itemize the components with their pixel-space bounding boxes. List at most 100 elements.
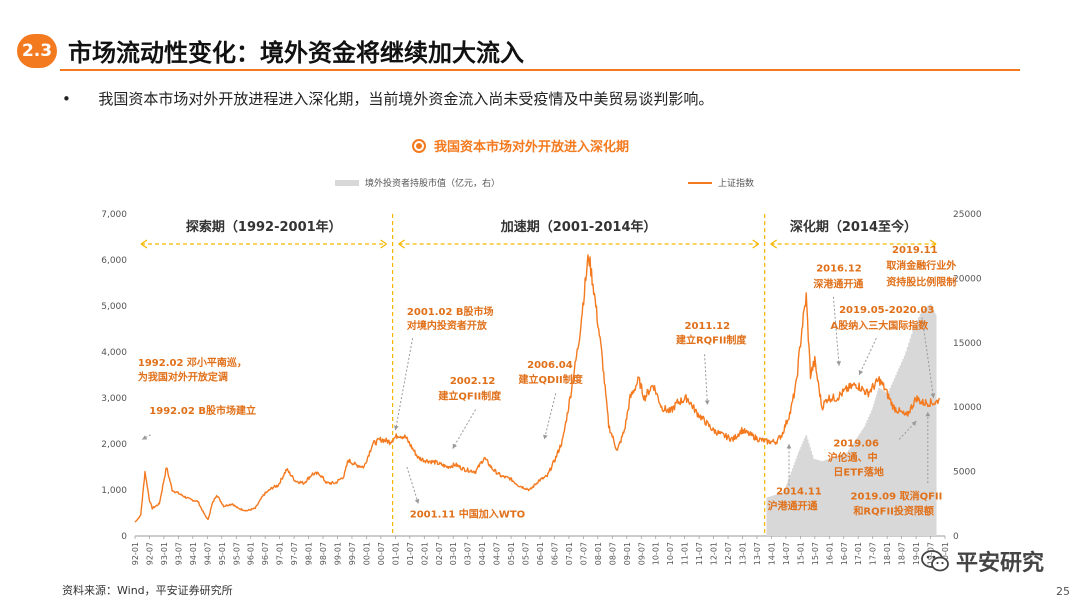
annotation-label: 2016.12 — [816, 264, 862, 275]
period-label: 加速期（2001-2014年） — [500, 219, 657, 235]
holding-bar — [905, 351, 908, 536]
x-tick-label: 99-01 — [334, 542, 343, 565]
left-tick-label: 7,000 — [101, 210, 127, 220]
left-tick-label: 3,000 — [101, 394, 127, 404]
watermark: 平安研究 — [920, 545, 1044, 577]
x-tick-label: 15-07 — [811, 542, 820, 565]
holding-bar — [776, 494, 779, 536]
annotation-label: 2006.04 — [527, 360, 573, 371]
x-tick-label: 01-07 — [406, 542, 415, 565]
annotation-label: 建立QFII制度 — [437, 389, 502, 402]
annotation-label: 2019.06 — [833, 438, 879, 449]
holding-bar — [770, 496, 773, 536]
annotation-label: A股纳入三大国际指数 — [831, 319, 930, 332]
annotation-label: 建立QDII制度 — [518, 373, 584, 386]
annotation-arrowhead — [836, 361, 842, 366]
annotation-label: 深港通开通 — [813, 278, 863, 291]
annotation-arrow — [406, 466, 419, 504]
legend-item-line: 上证指数 — [688, 176, 754, 189]
x-tick-label: 00-01 — [362, 542, 371, 565]
annotation-arrow — [858, 337, 877, 376]
holding-bar — [835, 457, 838, 536]
holding-bar — [923, 308, 927, 536]
legend-swatch-bars — [335, 179, 359, 186]
holding-bar — [912, 329, 915, 536]
holding-bar — [896, 371, 899, 536]
annotation-label: 取消金融行业外 — [886, 259, 956, 272]
holding-bar — [830, 458, 834, 536]
source-note: 资料来源：Wind，平安证券研究所 — [62, 584, 233, 597]
holding-bar — [855, 439, 858, 536]
annotation-label: 2001.11 中国加入WTO — [410, 508, 525, 521]
holding-bar — [773, 495, 776, 536]
holding-bar — [865, 423, 868, 536]
x-tick-label: 19-01 — [912, 542, 921, 565]
axes-layer: 0 1,000 2,000 3,000 4,000 5,000 6,000 7,000 0 500… — [101, 210, 982, 565]
holding-bar — [840, 454, 844, 536]
annotation-label: 日ETF落地 — [833, 466, 883, 479]
holding-bar — [794, 461, 797, 536]
annotation-label: 2019.11 — [892, 245, 938, 256]
holding-bar — [880, 390, 884, 536]
left-tick-label: 1,000 — [101, 486, 127, 496]
holding-bar — [795, 458, 798, 536]
annotation-label: 资持股比例限制 — [886, 275, 956, 288]
x-tick-label: 95-07 — [232, 542, 241, 565]
holding-bar — [921, 310, 924, 536]
right-tick-label: 25000 — [953, 210, 982, 220]
x-tick-label: 13-07 — [753, 542, 762, 565]
right-tick-label: 5000 — [953, 468, 976, 478]
holding-bar — [819, 460, 822, 536]
x-tick-label: 18-07 — [898, 542, 907, 565]
holding-bar — [803, 438, 807, 536]
annotation-arrowhead — [414, 498, 420, 504]
x-tick-label: 11-07 — [695, 542, 704, 565]
annotation-arrowhead — [925, 411, 931, 417]
annotation-label: 沪港通开通 — [768, 499, 818, 512]
x-tick-label: 16-01 — [825, 542, 834, 565]
x-tick-label: 04-07 — [493, 542, 502, 565]
holding-bar — [790, 471, 793, 536]
x-tick-label: 03-07 — [464, 542, 473, 565]
holding-bar — [815, 459, 818, 536]
left-tick-label: 5,000 — [101, 302, 127, 312]
x-tick-label: 07-07 — [579, 542, 588, 565]
holding-bar — [799, 449, 802, 536]
x-tick-label: 00-07 — [377, 542, 386, 565]
x-tick-label: 01-01 — [391, 542, 400, 565]
right-tick-label: 0 — [953, 532, 959, 542]
chart-canvas: 0 1,000 2,000 3,000 4,000 5,000 6,000 7,000 0 500… — [101, 210, 982, 565]
title-underline — [60, 69, 1020, 71]
x-tick-label: 14-07 — [782, 542, 791, 565]
holding-bar — [777, 493, 781, 536]
holding-bar — [766, 497, 769, 536]
holding-bar — [919, 313, 922, 536]
holding-bar — [893, 378, 897, 536]
period-arrowhead-left — [398, 239, 405, 249]
period-arrowhead-right — [380, 239, 387, 249]
holding-bar — [928, 305, 931, 536]
annotation-label: 建立RQFII制度 — [675, 334, 747, 347]
annotation-label: 为我国对外开放定调 — [138, 371, 228, 384]
chart-title: 我国资本市场对外开放进入深化期 — [434, 140, 630, 155]
holding-bar — [890, 384, 894, 536]
holding-bar — [909, 338, 912, 536]
x-tick-label: 96-01 — [247, 542, 256, 565]
x-tick-label: 92-07 — [145, 542, 154, 565]
left-tick-label: 0 — [121, 532, 127, 542]
annotation-arrowhead — [858, 370, 864, 375]
holding-bar — [853, 441, 856, 536]
holding-bar — [898, 368, 901, 536]
holding-bar — [797, 452, 801, 536]
holding-bar — [868, 416, 871, 536]
holding-bar — [906, 347, 909, 536]
annotation-label: 2001.02 B股市场 — [407, 305, 494, 318]
annotation-arrow — [394, 338, 414, 431]
annotation-arrowhead — [142, 435, 148, 440]
annotation-label: 沪伦通、中 — [828, 451, 878, 464]
left-tick-label: 6,000 — [101, 256, 127, 266]
period-label: 探索期（1992-2001年） — [186, 219, 342, 235]
x-tick-label: 06-01 — [536, 542, 545, 565]
holding-bar — [775, 494, 778, 536]
holding-bar — [812, 458, 815, 536]
